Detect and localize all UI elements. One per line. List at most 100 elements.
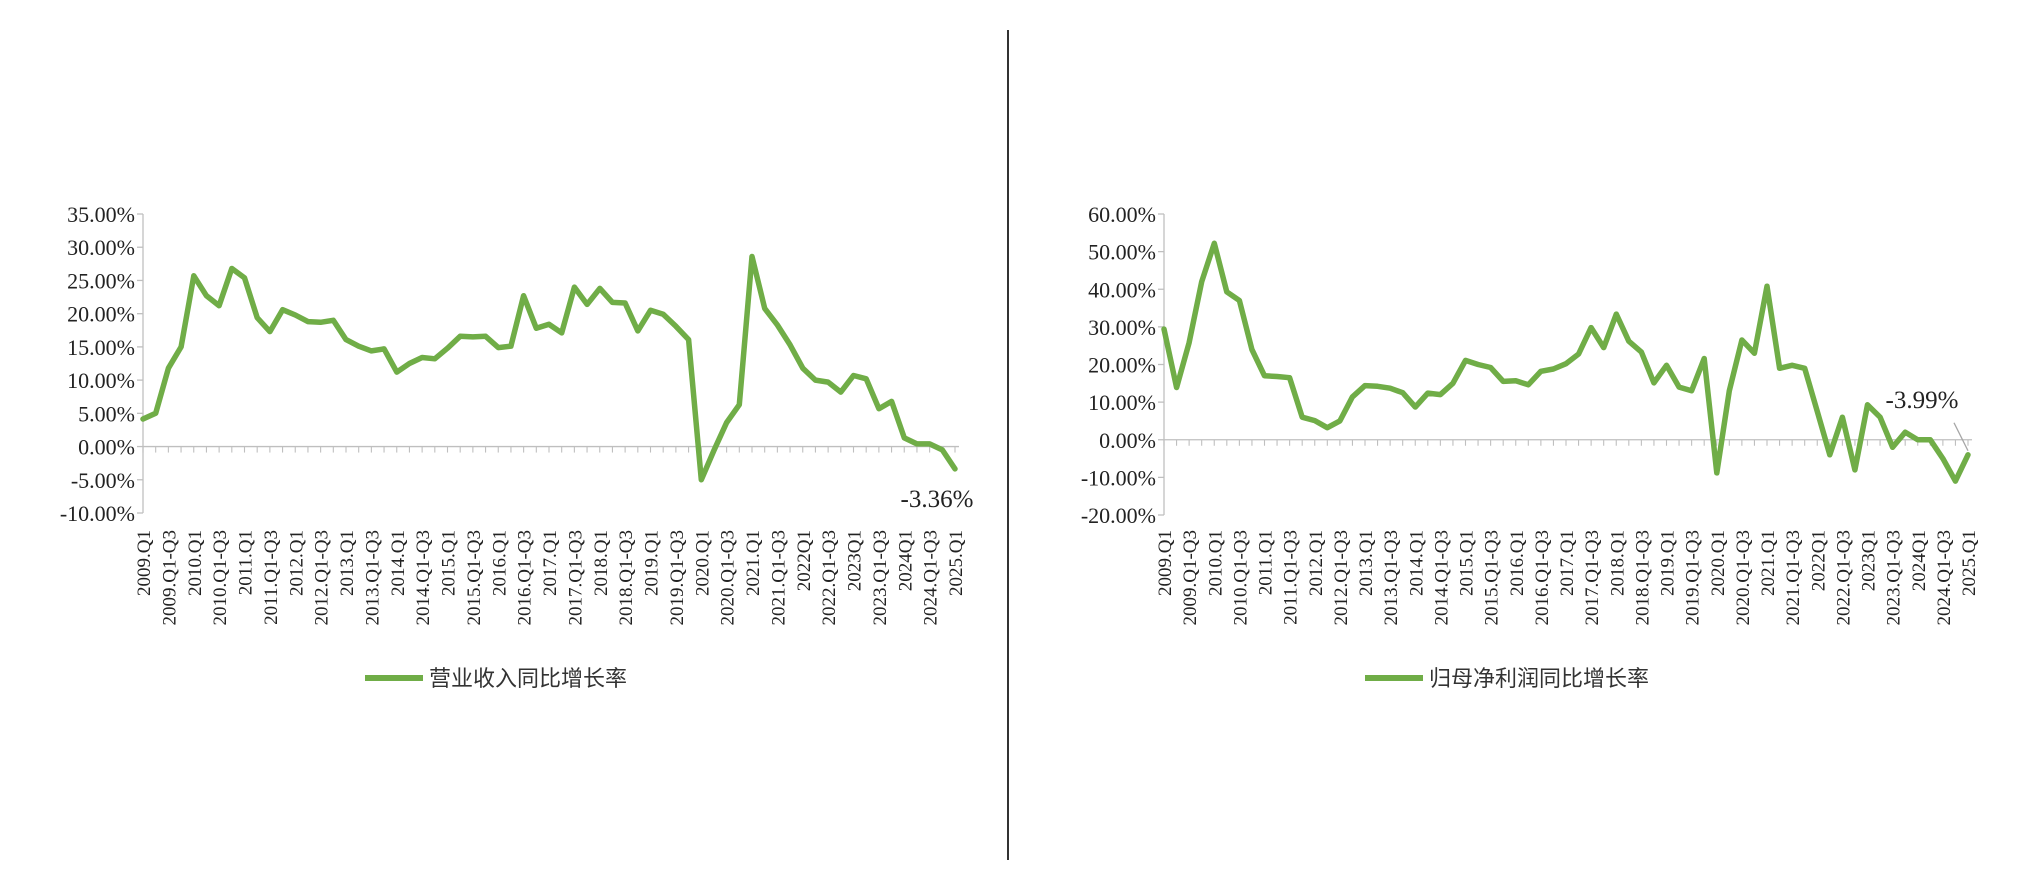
x-tick-label: 2020.Q1-Q3 [718, 530, 739, 626]
x-tick-label: 2012.Q1-Q3 [312, 530, 333, 626]
data-point [1827, 452, 1833, 458]
x-tick-label: 2009.Q1-Q3 [1180, 530, 1201, 626]
data-point [1852, 467, 1858, 473]
data-point [1752, 350, 1758, 356]
data-point [343, 337, 349, 343]
data-point [838, 389, 844, 395]
data-point [1463, 358, 1469, 364]
data-point [597, 286, 603, 292]
data-point [914, 441, 920, 447]
data-point [495, 345, 501, 351]
data-point [800, 365, 806, 371]
x-tick-label: 2024.Q1-Q3 [1934, 530, 1955, 626]
data-point [1902, 429, 1908, 435]
x-tick-label: 2010.Q1 [185, 530, 206, 596]
legend-label: 归母净利润同比增长率 [1429, 667, 1649, 692]
data-point [1664, 362, 1670, 368]
y-tick-label: 15.00% [67, 335, 135, 360]
x-tick-label: 2016.Q1 [489, 530, 510, 596]
x-tick-label: 2019.Q1-Q3 [667, 530, 688, 626]
x-tick-label: 2014.Q1 [388, 530, 409, 596]
x-tick-label: 2013.Q1 [1356, 530, 1377, 596]
data-point [305, 319, 311, 325]
y-tick-label: 30.00% [67, 235, 135, 260]
data-point [1890, 444, 1896, 450]
y-tick-label: 60.00% [1088, 202, 1156, 227]
data-point [1802, 365, 1808, 371]
net-profit-growth-chart: -20.00% -10.00% 0.00% 10.00% 20.00% 30.00% 40.… [1081, 202, 1980, 692]
data-point [1224, 289, 1230, 295]
x-tick-label: 2022.Q1-Q3 [819, 530, 840, 626]
data-point [1651, 380, 1657, 386]
data-point [216, 303, 222, 309]
last-value-label: -3.99% [1886, 387, 1959, 414]
data-point [242, 275, 248, 281]
y-tick-label: 0.00% [78, 435, 135, 460]
x-tick-label: 2023Q1 [1859, 530, 1880, 591]
data-point [280, 307, 286, 313]
x-tick-label: 2017.Q1-Q3 [565, 530, 586, 626]
data-point [876, 406, 882, 412]
data-point [825, 379, 831, 385]
last-value-label: -3.36% [901, 486, 974, 513]
data-point [1287, 375, 1293, 381]
x-tick-label: 2024Q1 [895, 530, 916, 591]
x-tick-label: 2021.Q1 [1758, 530, 1779, 596]
data-point [178, 344, 184, 350]
data-point [191, 273, 197, 279]
data-point [1174, 385, 1180, 391]
data-point [470, 334, 476, 340]
data-point [1877, 414, 1883, 420]
data-point [1739, 337, 1745, 343]
data-point [1953, 478, 1959, 484]
x-tick-label: 2014.Q1-Q3 [413, 530, 434, 626]
data-point [1676, 384, 1682, 390]
data-point [851, 373, 857, 379]
x-tick-label: 2021.Q1-Q3 [768, 530, 789, 626]
data-point [1488, 365, 1494, 371]
data-point [166, 365, 172, 371]
y-tick-label: 30.00% [1088, 315, 1156, 340]
data-point [711, 448, 717, 454]
data-point [1764, 283, 1770, 289]
data-point [1186, 340, 1192, 346]
data-point [749, 254, 755, 260]
y-tick-label: -10.00% [60, 501, 135, 526]
x-tick-label: 2016.Q1-Q3 [1532, 530, 1553, 626]
data-point [1526, 382, 1532, 388]
data-point [572, 284, 578, 290]
data-point [1274, 374, 1280, 380]
data-point [1475, 362, 1481, 368]
data-point [762, 306, 768, 312]
x-tick-label: 2020.Q1-Q3 [1733, 530, 1754, 626]
data-point [737, 402, 743, 408]
data-point [457, 333, 463, 339]
data-point [1425, 390, 1431, 396]
data-point [1965, 452, 1971, 458]
data-point [724, 420, 730, 426]
data-point [369, 348, 375, 354]
x-tick-label: 2024Q1 [1909, 530, 1930, 591]
data-point [1563, 361, 1569, 367]
data-point [648, 308, 654, 314]
data-point [1325, 425, 1331, 431]
x-tick-label: 2013.Q1 [337, 530, 358, 596]
y-tick-label: 0.00% [1099, 428, 1156, 453]
x-tick-label: 2014.Q1-Q3 [1431, 530, 1452, 626]
data-point [813, 377, 819, 383]
data-point [1789, 362, 1795, 368]
x-tick-label: 2022.Q1-Q3 [1833, 530, 1854, 626]
data-point [394, 369, 400, 375]
data-point [1412, 404, 1418, 410]
x-tick-label: 2017.Q1-Q3 [1582, 530, 1603, 626]
data-point [660, 312, 666, 318]
x-tick-label: 2017.Q1 [540, 530, 561, 596]
data-point [863, 376, 869, 382]
y-tick-label: -10.00% [1081, 465, 1156, 490]
data-point [698, 477, 704, 483]
y-tick-label: 50.00% [1088, 240, 1156, 265]
data-point [1161, 326, 1167, 332]
x-tick-label: 2014.Q1 [1406, 530, 1427, 596]
data-point [534, 325, 540, 331]
x-tick-label: 2023.Q1-Q3 [870, 530, 891, 626]
